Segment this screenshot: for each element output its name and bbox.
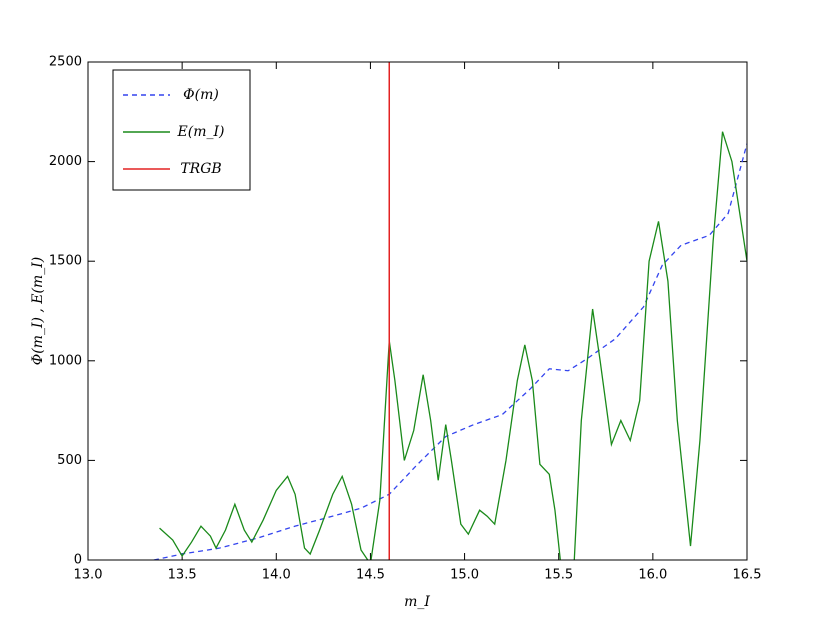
x-tick-label: 13.0 (74, 568, 103, 583)
legend-label: Φ(m) (183, 87, 219, 103)
legend-label: TRGB (180, 161, 221, 177)
x-tick-label: 14.5 (356, 568, 385, 583)
y-tick-label: 2500 (49, 55, 82, 70)
x-tick-label: 16.0 (638, 568, 667, 583)
legend-label: E(m_I) (177, 124, 225, 140)
y-axis-label: Φ(m_I) , E(m_I) (30, 257, 46, 366)
y-tick-label: 500 (57, 453, 82, 468)
x-tick-label: 15.5 (544, 568, 573, 583)
y-tick-label: 1500 (49, 254, 82, 269)
y-tick-label: 1000 (49, 353, 82, 368)
x-tick-label: 13.5 (168, 568, 197, 583)
data-line (153, 143, 747, 560)
data-line (159, 131, 747, 560)
plot-frame (87, 61, 748, 561)
y-tick-label: 2000 (49, 154, 82, 169)
x-tick-label: 15.0 (450, 568, 479, 583)
x-tick-label: 16.5 (733, 568, 762, 583)
legend-box (112, 69, 251, 191)
x-axis-label: m_I (404, 594, 430, 610)
plot-area (153, 62, 747, 560)
x-tick-label: 14.0 (262, 568, 291, 583)
y-tick-label: 0 (74, 553, 82, 568)
